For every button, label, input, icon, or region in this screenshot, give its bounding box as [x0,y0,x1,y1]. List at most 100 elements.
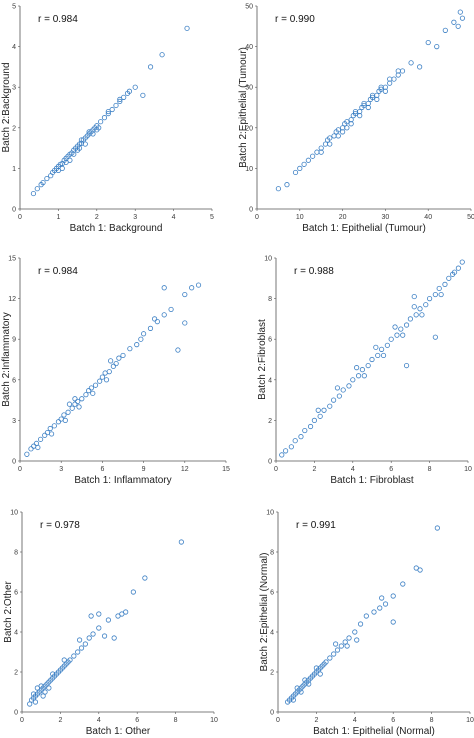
data-point [459,259,465,265]
y-tick-label: 2 [270,670,274,677]
data-point [302,427,308,434]
data-point [374,96,380,102]
data-point [442,27,448,33]
data-point [315,407,321,413]
data-point [411,304,417,310]
data-point [76,145,83,151]
data-point [387,76,393,82]
data-point [327,141,333,147]
y-tick-label: 10 [264,256,272,263]
data-point [40,693,46,699]
data-point [327,403,333,409]
x-tick-label: 12 [181,466,189,473]
correlation-label: r = 0.990 [275,14,315,25]
data-point [189,285,195,291]
data-point [417,567,423,573]
data-point [159,52,165,58]
data-point [182,291,188,298]
x-tick-label: 0 [274,466,278,473]
data-point [101,115,108,121]
data-point [86,635,92,641]
x-tick-label: 0 [276,717,280,724]
data-point [400,581,406,587]
data-point [142,575,148,581]
data-point [391,76,397,82]
x-tick-label: 1 [56,214,60,221]
data-point [75,398,81,405]
data-point [32,699,39,705]
data-point [127,346,133,352]
data-point [140,92,146,98]
data-point [378,84,384,90]
data-point [352,110,359,117]
data-point [354,637,360,643]
data-point [369,92,376,98]
x-tick-label: 2 [314,717,318,724]
data-point [361,102,367,109]
x-axis-label: Batch 1: Epithelial (Normal) [313,726,435,737]
data-point [46,685,52,691]
data-point [403,322,410,328]
y-tick-label: 8 [270,550,274,557]
data-point [344,125,350,131]
data-point [426,295,433,302]
data-point [310,153,316,159]
data-point [161,312,167,318]
x-axis-label: Batch 1: Other [86,726,151,737]
data-point [432,334,438,340]
y-tick-label: 6 [14,590,18,597]
data-point [332,641,339,647]
y-tick-label: 15 [8,256,16,263]
y-tick-label: 3 [12,418,16,425]
y-tick-label: 2 [12,125,16,132]
data-point [361,100,367,107]
data-point [30,691,37,697]
data-point [342,639,348,645]
data-point [98,119,104,125]
data-point [77,637,83,643]
data-point [82,641,88,647]
data-point [390,619,396,625]
data-point [335,133,341,139]
data-point [86,388,92,394]
x-tick-label: 6 [389,466,393,473]
data-point [24,451,30,457]
data-point [178,539,184,545]
data-point [438,291,444,298]
data-point [359,367,365,373]
data-point [417,64,423,70]
data-point [76,404,82,410]
correlation-label: r = 0.984 [38,266,78,277]
data-point [423,302,429,308]
y-tick-label: 12 [8,296,16,303]
data-point [182,320,188,326]
y-tick-label: 4 [270,630,274,637]
data-point [99,374,106,380]
data-point [88,385,95,391]
y-tick-label: 0 [12,459,16,466]
data-point [288,444,294,450]
data-point [442,281,448,287]
data-point [399,68,406,74]
data-point [318,149,324,155]
data-point [317,671,323,677]
x-tick-label: 10 [296,214,304,221]
data-point [90,631,96,637]
data-point [59,165,65,171]
data-point [113,360,119,367]
data-point [344,643,350,649]
data-point [327,135,333,141]
correlation-label: r = 0.984 [38,14,78,25]
data-point [411,293,417,300]
data-point [297,165,303,171]
data-point [380,352,387,359]
data-point [78,645,85,651]
scatter-panel-4: 0 2 4 6 8 10 0 2 4 6 8 10 Batch 1: Fibroblast Batch 2… [257,256,472,487]
data-point [436,285,442,292]
x-tick-label: 3 [133,214,137,221]
data-point [377,605,383,611]
data-point [425,39,431,46]
data-point [275,186,281,192]
data-point [94,127,100,133]
